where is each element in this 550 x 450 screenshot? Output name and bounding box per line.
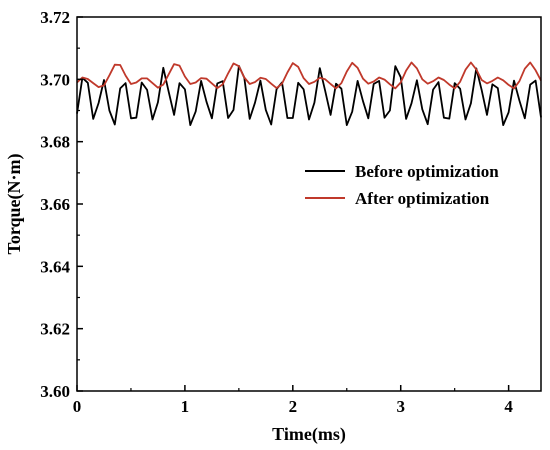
- y-tick-label: 3.62: [40, 320, 70, 339]
- x-tick-label: 1: [181, 397, 190, 416]
- y-tick-label: 3.68: [40, 133, 70, 152]
- x-tick-label: 3: [396, 397, 405, 416]
- x-tick-label: 4: [504, 397, 513, 416]
- y-tick-label: 3.64: [40, 257, 70, 276]
- legend-label-after: After optimization: [355, 189, 490, 208]
- legend: Before optimization After optimization: [305, 162, 499, 208]
- y-axis-title: Torque(N·m): [4, 153, 25, 254]
- series-line-1: [76, 61, 542, 90]
- plot-lines: [76, 61, 542, 126]
- y-tick-label: 3.60: [40, 382, 70, 401]
- x-axis-title: Time(ms): [272, 424, 346, 445]
- series-line-0: [76, 65, 542, 126]
- y-axis: 3.60 3.62 3.64 3.66 3.68 3.70 3.72: [40, 8, 83, 401]
- y-tick-label: 3.70: [40, 70, 70, 89]
- y-tick-label: 3.66: [40, 195, 70, 214]
- x-tick-label: 0: [73, 397, 82, 416]
- y-tick-label: 3.72: [40, 8, 70, 27]
- x-axis: 0 1 2 3 4: [73, 385, 513, 416]
- x-tick-label: 2: [289, 397, 298, 416]
- legend-label-before: Before optimization: [355, 162, 499, 181]
